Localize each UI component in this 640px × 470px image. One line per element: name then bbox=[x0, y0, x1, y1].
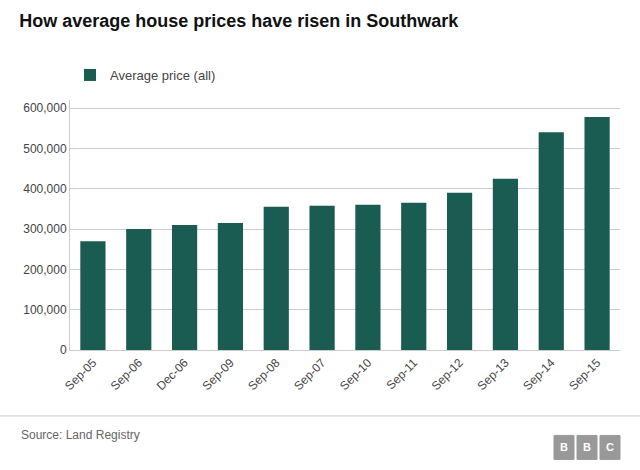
svg-text:500,000: 500,000 bbox=[23, 142, 67, 156]
svg-text:Average price (all): Average price (all) bbox=[110, 68, 215, 83]
svg-text:Sep-11: Sep-11 bbox=[383, 356, 420, 393]
svg-text:Sep-10: Sep-10 bbox=[337, 356, 374, 393]
svg-text:B: B bbox=[560, 441, 568, 453]
svg-text:Sep-15: Sep-15 bbox=[566, 356, 603, 393]
svg-text:0: 0 bbox=[60, 343, 67, 357]
svg-text:B: B bbox=[583, 441, 591, 453]
svg-text:Sep-06: Sep-06 bbox=[108, 356, 145, 393]
svg-text:200,000: 200,000 bbox=[23, 263, 67, 277]
svg-text:400,000: 400,000 bbox=[23, 182, 67, 196]
svg-text:Sep-09: Sep-09 bbox=[200, 356, 237, 393]
svg-text:Sep-14: Sep-14 bbox=[520, 356, 557, 393]
svg-text:Sep-05: Sep-05 bbox=[62, 356, 99, 393]
svg-text:Dec-06: Dec-06 bbox=[154, 356, 191, 393]
svg-text:Sep-07: Sep-07 bbox=[291, 356, 328, 393]
svg-text:600,000: 600,000 bbox=[23, 101, 67, 115]
svg-text:300,000: 300,000 bbox=[23, 222, 67, 236]
svg-text:C: C bbox=[606, 441, 614, 453]
svg-text:100,000: 100,000 bbox=[23, 303, 67, 317]
svg-text:Sep-08: Sep-08 bbox=[245, 356, 282, 393]
svg-text:How average house prices have: How average house prices have risen in S… bbox=[19, 11, 459, 31]
svg-text:Sep-13: Sep-13 bbox=[475, 356, 512, 393]
svg-text:Sep-12: Sep-12 bbox=[429, 356, 466, 393]
svg-text:Source: Land Registry: Source: Land Registry bbox=[21, 428, 140, 442]
